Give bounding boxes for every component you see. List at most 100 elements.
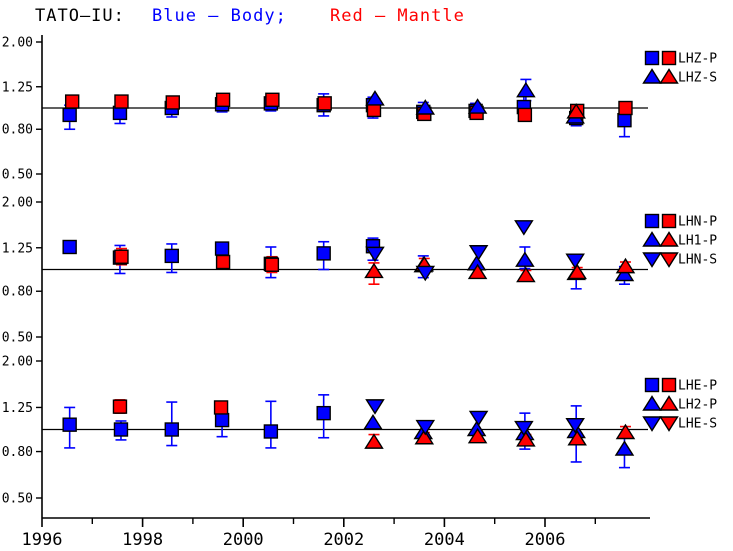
legend-label: LHE-P bbox=[678, 379, 717, 394]
data-point bbox=[165, 95, 180, 110]
legend-label: LHZ-S bbox=[678, 71, 717, 86]
legend-marker-mantle bbox=[659, 416, 679, 432]
legend-marker-body bbox=[644, 377, 660, 393]
data-point bbox=[615, 423, 636, 440]
data-point bbox=[467, 98, 488, 114]
data-point bbox=[316, 246, 331, 261]
data-point bbox=[316, 405, 331, 421]
data-point bbox=[567, 263, 587, 280]
data-point bbox=[317, 96, 332, 111]
legend-marker-mantle bbox=[661, 377, 677, 393]
data-point bbox=[365, 399, 385, 415]
data-point bbox=[213, 400, 229, 415]
data-point bbox=[112, 399, 128, 414]
data-point bbox=[164, 422, 179, 437]
data-point bbox=[415, 419, 436, 436]
x-tick-label: 1996 bbox=[22, 530, 63, 550]
y-tick-label: 0.80 bbox=[2, 445, 33, 460]
data-point bbox=[114, 94, 129, 109]
title-station: TATO–IU: bbox=[35, 6, 125, 26]
legend-marker-body bbox=[642, 252, 662, 268]
legend-marker-mantle bbox=[661, 50, 677, 66]
data-point bbox=[614, 440, 635, 456]
legend-marker-mantle bbox=[659, 231, 679, 247]
data-point bbox=[215, 254, 231, 270]
legend-marker-body bbox=[644, 213, 660, 229]
data-point bbox=[415, 99, 436, 115]
data-point bbox=[113, 422, 129, 437]
y-tick-label: 0.50 bbox=[2, 492, 33, 507]
data-point bbox=[566, 103, 586, 119]
data-point bbox=[567, 430, 587, 446]
data-point bbox=[468, 245, 489, 261]
data-point bbox=[214, 412, 230, 428]
y-tick-label: 1.25 bbox=[2, 401, 33, 416]
legend-marker-body bbox=[642, 395, 662, 411]
legend-marker-mantle bbox=[659, 252, 679, 268]
panel-lhn: 2.00 1.25 0.80 0.50 LHN-P LH1-P LHN-S bbox=[2, 196, 718, 346]
legend-label: LH1-P bbox=[678, 234, 717, 249]
data-point bbox=[62, 417, 77, 432]
data-point bbox=[365, 90, 385, 106]
data-point bbox=[363, 413, 383, 430]
y-tick-label: 2.00 bbox=[2, 36, 33, 51]
x-tick-label: 2004 bbox=[424, 530, 465, 550]
data-point bbox=[516, 81, 536, 98]
data-point bbox=[415, 265, 436, 282]
data-point bbox=[617, 112, 632, 128]
legend-label: LH2-P bbox=[678, 398, 717, 413]
data-point bbox=[468, 410, 489, 427]
data-point bbox=[618, 100, 633, 116]
chart-title: TATO–IU: Blue — Body; Red — Mantle bbox=[0, 6, 733, 30]
legend-label: LHE-S bbox=[678, 417, 717, 432]
data-point bbox=[516, 431, 536, 447]
y-tick-label: 0.50 bbox=[2, 168, 33, 183]
data-point bbox=[114, 249, 129, 264]
data-point bbox=[615, 257, 636, 274]
data-point bbox=[64, 94, 80, 109]
y-tick-label: 1.25 bbox=[2, 241, 33, 256]
y-tick-label: 0.80 bbox=[2, 123, 33, 138]
data-point bbox=[467, 263, 488, 280]
x-tick-label: 2000 bbox=[223, 530, 264, 550]
legend-label: LHN-P bbox=[678, 215, 717, 230]
legend-label: LHZ-P bbox=[678, 52, 717, 67]
data-point bbox=[514, 420, 534, 437]
data-point bbox=[614, 265, 635, 282]
data-point bbox=[364, 262, 384, 279]
legend-marker-mantle bbox=[659, 68, 679, 84]
panel-lhe: 2.00 1.25 0.80 0.50 LHE-P LH2-P LHE-S bbox=[2, 355, 718, 507]
y-tick-label: 0.50 bbox=[2, 331, 33, 346]
legend-marker-body bbox=[642, 416, 662, 432]
x-tick-label: 2006 bbox=[525, 530, 566, 550]
data-point bbox=[265, 92, 280, 107]
data-point bbox=[365, 246, 385, 263]
data-point bbox=[515, 251, 535, 267]
data-point bbox=[214, 241, 230, 256]
data-point bbox=[467, 427, 488, 444]
data-point bbox=[414, 428, 435, 445]
y-tick-label: 0.80 bbox=[2, 285, 33, 300]
data-point bbox=[264, 257, 280, 272]
legend-marker-body bbox=[642, 68, 662, 84]
legend-marker-body bbox=[644, 50, 660, 66]
data-point bbox=[62, 107, 77, 123]
x-tick-label: 2002 bbox=[323, 530, 364, 550]
legend-label: LHN-S bbox=[678, 253, 717, 268]
y-tick-label: 2.00 bbox=[2, 196, 33, 211]
data-point bbox=[514, 220, 534, 236]
legend-marker-body bbox=[642, 231, 662, 247]
y-tick-label: 1.25 bbox=[2, 80, 33, 95]
title-mantle-legend: Red — Mantle bbox=[330, 6, 465, 26]
data-point bbox=[517, 107, 533, 123]
data-point bbox=[364, 433, 384, 449]
data-point bbox=[215, 92, 231, 107]
title-body-legend: Blue — Body; bbox=[152, 6, 287, 26]
data-point bbox=[565, 253, 585, 270]
panel-lhz: 2.00 1.25 0.80 0.50 LHZ-P LHZ-S bbox=[2, 36, 718, 183]
data-point bbox=[516, 266, 536, 283]
x-tick-label: 1998 bbox=[122, 530, 163, 550]
data-point bbox=[62, 239, 77, 255]
